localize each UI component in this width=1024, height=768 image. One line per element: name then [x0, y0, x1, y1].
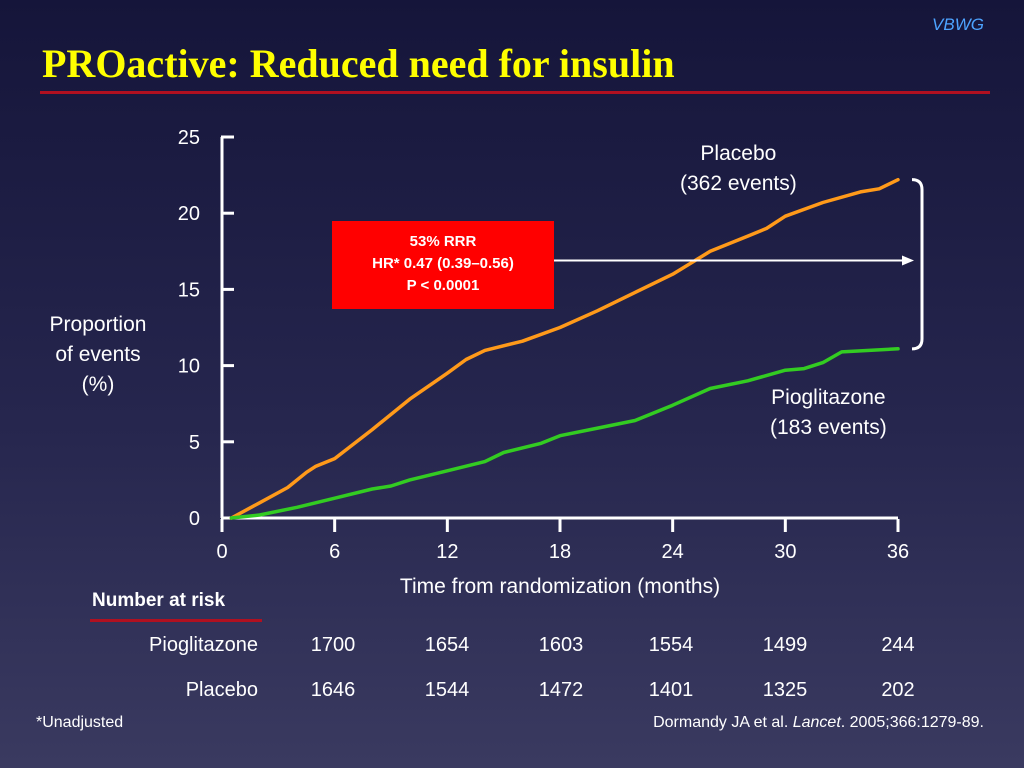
y-tick-label: 10 — [178, 356, 200, 378]
risk-cell: 1544 — [424, 679, 470, 701]
y-tick-label: 5 — [189, 432, 200, 454]
citation: Dormandy JA et al. Lancet. 2005;366:1279… — [653, 714, 984, 732]
pioglitazone-name: Pioglitazone — [771, 386, 886, 409]
x-axis-label: Time from randomization (months) — [399, 575, 721, 598]
risk-cell: 1499 — [762, 634, 808, 656]
annotation-arrowhead — [902, 255, 914, 266]
y-axis-label: Proportion of events (%) — [46, 310, 150, 400]
citation-authors: Dormandy JA et al. — [653, 714, 793, 731]
placebo-series-line — [229, 177, 900, 520]
footnote: *Unadjusted — [36, 714, 124, 731]
x-tick-label: 36 — [887, 541, 909, 563]
y-axis-label-line: Proportion — [49, 313, 147, 336]
y-tick-label: 15 — [178, 279, 200, 301]
placebo-events: (362 events) — [680, 172, 797, 195]
y-axis-label-line: of events — [55, 343, 141, 366]
citation-details: . 2005;366:1279-89. — [840, 714, 984, 731]
risk-table-underline — [90, 619, 262, 622]
y-tick-label: 25 — [178, 127, 200, 149]
placebo-name: Placebo — [700, 142, 777, 165]
risk-cell: 1654 — [424, 634, 470, 656]
citation-journal: Lancet — [792, 714, 841, 731]
placebo-series-label: Placebo (362 events) — [680, 139, 797, 199]
risk-table-header: Number at risk — [92, 590, 226, 611]
pioglitazone-series-line — [229, 347, 900, 520]
risk-cell: 1325 — [762, 679, 808, 701]
pioglitazone-events: (183 events) — [770, 416, 887, 439]
difference-bracket — [911, 178, 924, 351]
title-underline — [40, 91, 990, 94]
pioglitazone-series-label: Pioglitazone (183 events) — [770, 383, 887, 443]
risk-cell: 1646 — [310, 679, 356, 701]
risk-cell: 1554 — [648, 634, 694, 656]
risk-row-label: Placebo — [185, 679, 258, 701]
risk-cell: 1472 — [538, 679, 584, 701]
x-tick-label: 6 — [329, 541, 340, 563]
brand-label: VBWG — [932, 15, 984, 34]
risk-row-label: Pioglitazone — [149, 634, 258, 656]
x-tick-label: 12 — [436, 541, 458, 563]
hazard-ratio-box: 53% RRR HR* 0.47 (0.39–0.56) P < 0.0001 — [332, 221, 554, 309]
y-axis-label-line: (%) — [81, 373, 115, 396]
risk-cell: 244 — [881, 634, 915, 656]
risk-cell: 1401 — [648, 679, 694, 701]
x-tick-label: 24 — [662, 541, 684, 563]
x-tick-label: 0 — [216, 541, 227, 563]
x-tick-label: 30 — [774, 541, 796, 563]
hr-text: HR* 0.47 (0.39–0.56) — [372, 255, 514, 272]
risk-cell: 1603 — [538, 634, 584, 656]
y-tick-label: 20 — [178, 203, 200, 225]
rrr-text: 53% RRR — [409, 233, 477, 250]
page-title: PROactive: Reduced need for insulin — [42, 41, 675, 86]
risk-cell: 202 — [881, 679, 915, 701]
p-value-text: P < 0.0001 — [406, 277, 480, 294]
risk-cell: 1700 — [310, 634, 356, 656]
y-tick-label: 0 — [189, 508, 200, 530]
x-tick-label: 18 — [549, 541, 571, 563]
